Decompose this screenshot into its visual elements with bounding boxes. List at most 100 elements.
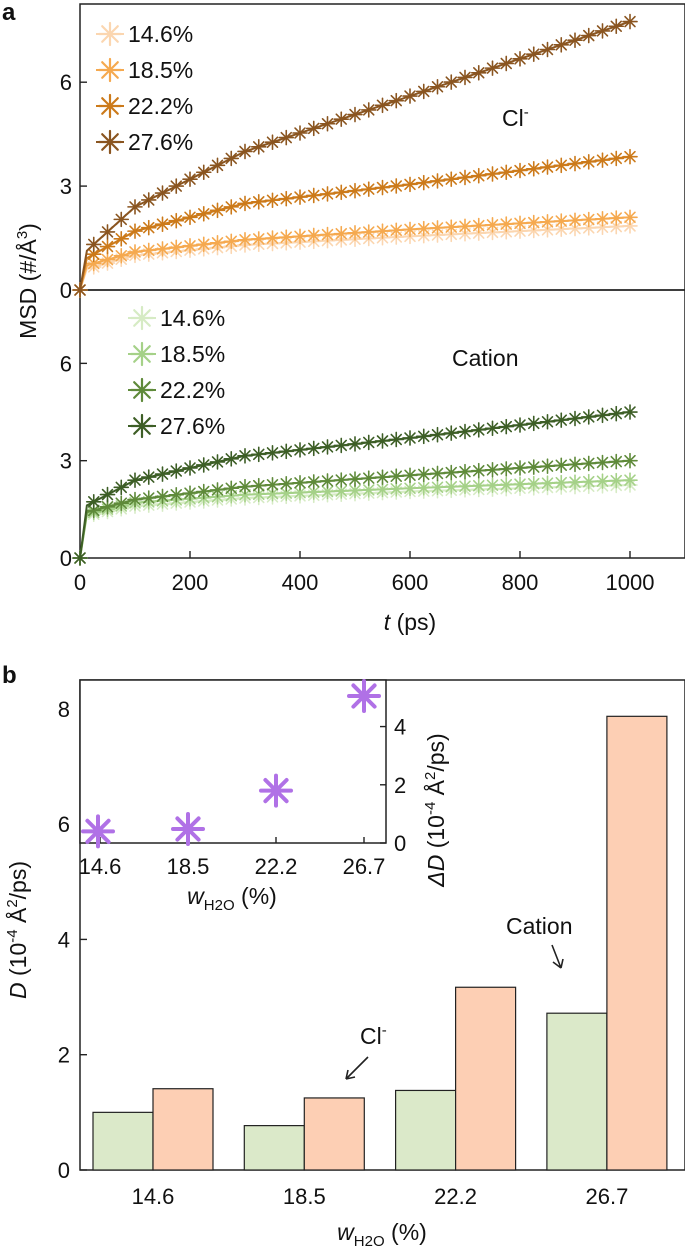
- cl-data-point: [539, 159, 556, 175]
- cation-data-point: [622, 452, 638, 469]
- cl-data-point: [223, 233, 240, 250]
- cl-data-point: [237, 231, 253, 248]
- cation-data-point: [347, 436, 363, 452]
- cl-data-point: [140, 242, 157, 259]
- cation-data-point: [237, 448, 253, 464]
- bar-cation-14.6: [92, 1111, 154, 1171]
- cation-data-point: [264, 476, 281, 493]
- cation-data-point: [470, 477, 487, 494]
- cation-data-point: [305, 440, 322, 457]
- msd-x-tick-label: 800: [502, 570, 539, 595]
- cl-data-point: [457, 69, 473, 86]
- cl-data-point: [622, 13, 638, 30]
- cation-data-point: [567, 456, 583, 473]
- cl-y-tick-label: 6: [60, 70, 72, 95]
- cl-data-point: [360, 181, 377, 197]
- msd-x-axis: 0 200 400 600 800 1000: [74, 551, 654, 595]
- inset-x-tick-label: 14.6: [79, 854, 122, 879]
- cl-data-point: [237, 143, 253, 160]
- bar-cl-18.5: [303, 1097, 365, 1171]
- cl-data-point: [512, 162, 528, 179]
- cl-data-point: [553, 37, 570, 53]
- cl-data-point: [168, 178, 185, 194]
- cation-data-point: [250, 446, 267, 463]
- cation-data-point: [443, 478, 460, 495]
- cl-data-point: [113, 211, 130, 228]
- cl-data-point: [484, 60, 501, 76]
- cation-data-point: [484, 420, 501, 437]
- cation-data-point: [484, 477, 501, 494]
- cl-data-point: [512, 215, 528, 232]
- cation-data-point: [250, 477, 267, 494]
- cation-data-point: [140, 469, 157, 485]
- cation-data-point: [443, 464, 460, 481]
- cation-data-point: [237, 478, 253, 495]
- cl-data-point: [154, 241, 171, 257]
- cl-data-point: [250, 231, 267, 247]
- cation-data-point: [622, 404, 638, 420]
- cation-data-point: [140, 490, 157, 506]
- cation-annotation: Cation: [506, 913, 572, 939]
- cation-annotation-arrow: [551, 944, 564, 969]
- cation-series-group: [72, 404, 638, 566]
- cation-data-point: [594, 407, 611, 424]
- cl-data-point: [622, 218, 638, 234]
- cation-data-point: [415, 466, 432, 483]
- cl-data-point: [347, 225, 363, 241]
- msd-x-axis-label: t (ps): [384, 609, 436, 635]
- cation-data-point: [567, 474, 583, 490]
- cl-data-point: [388, 222, 405, 239]
- cl-data-point: [525, 46, 542, 62]
- cation-data-point: [360, 434, 377, 451]
- cation-data-point: [127, 491, 143, 508]
- cation-data-point: [292, 442, 308, 458]
- cation-data-point: [223, 480, 240, 497]
- cl-data-point: [333, 184, 350, 201]
- cation-data-point: [608, 405, 625, 422]
- cl-data-point: [140, 219, 157, 236]
- cl-data-point: [402, 88, 418, 104]
- cl-data-point: [99, 238, 116, 255]
- bar-cl-22.2: [455, 986, 517, 1171]
- cl-data-point: [209, 157, 226, 174]
- cation-data-point: [333, 472, 350, 488]
- cl-data-point: [525, 214, 542, 231]
- cl-series-group: [72, 13, 638, 298]
- cl-data-point: [127, 199, 143, 215]
- cation-data-point: [498, 418, 515, 435]
- cl-data-point: [305, 120, 322, 137]
- msd-x-tick-label: 400: [282, 570, 319, 595]
- cation-legend-label: 18.5%: [160, 341, 225, 367]
- cl-data-point: [567, 155, 583, 172]
- cl-data-point: [264, 134, 281, 151]
- panel-b-letter: b: [2, 662, 17, 689]
- cation-data-point: [85, 493, 102, 510]
- cl-data-point: [512, 51, 528, 67]
- cl-data-point: [594, 152, 611, 168]
- cl-data-point: [498, 164, 515, 181]
- bar-cation-18.5: [243, 1125, 305, 1171]
- cl-data-point: [443, 171, 460, 187]
- cl-data-point: [374, 179, 391, 196]
- inset-x-tick-label: 22.2: [255, 854, 298, 879]
- cation-y-tick-label: 6: [60, 351, 72, 376]
- bar-y-axis: 0 2 4 6 8: [58, 697, 87, 1183]
- cation-data-point: [182, 485, 198, 501]
- cl-panel-title: Cl-: [502, 104, 529, 131]
- cl-data-point: [99, 251, 116, 268]
- cation-data-point: [457, 478, 473, 495]
- cation-data-point: [539, 413, 556, 430]
- cation-data-point: [374, 469, 391, 485]
- cation-data-point: [457, 423, 473, 440]
- inset-point-26.7: [347, 679, 381, 714]
- cation-data-point: [608, 453, 625, 470]
- cation-data-point: [127, 472, 143, 488]
- bar-cl-14.6: [152, 1088, 214, 1171]
- cl-data-point: [429, 173, 446, 189]
- cl-annotation-arrow: [345, 1056, 369, 1080]
- cl-data-point: [567, 32, 583, 49]
- bar-y-tick-label: 6: [58, 812, 70, 837]
- cl-data-point: [498, 216, 515, 232]
- inset-y-tick-label: 0: [394, 831, 406, 856]
